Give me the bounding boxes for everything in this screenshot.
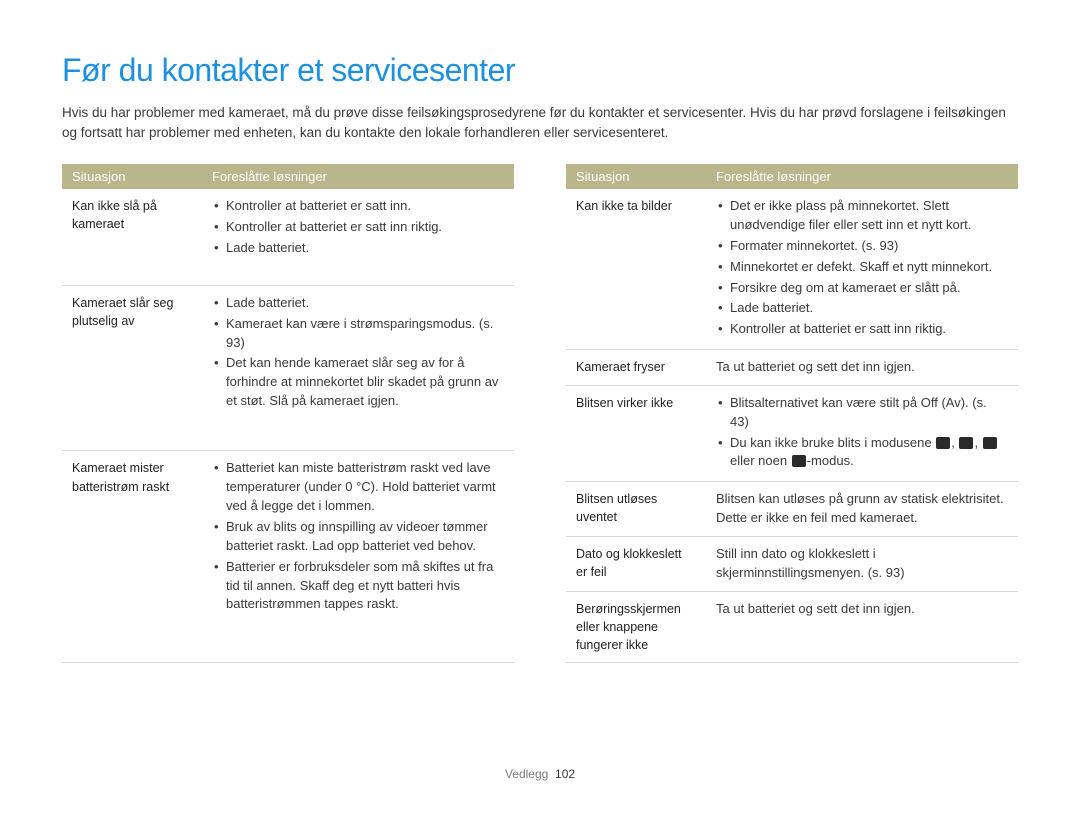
cell-situation: Kameraet fryser [566, 350, 706, 386]
bullet-item: Lade batteriet. [212, 294, 504, 313]
cell-situation: Dato og klokkeslett er feil [566, 536, 706, 591]
bullet-item: Batterier er forbruksdeler som må skifte… [212, 558, 504, 615]
cell-situation: Blitsen virker ikke [566, 385, 706, 481]
cell-solution: Det er ikke plass på minnekortet. Slett … [706, 189, 1018, 349]
table-row: Berøringsskjermen eller knappene fungere… [566, 591, 1018, 662]
cell-solution: Ta ut batteriet og sett det inn igjen. [706, 350, 1018, 386]
cell-solution: Blitsalternativet kan være stilt på Off … [706, 385, 1018, 481]
troubleshoot-table-right: Situasjon Foreslåtte løsninger Kan ikke … [566, 164, 1018, 663]
cell-solution: Lade batteriet. Kameraet kan være i strø… [202, 285, 514, 451]
text-fragment: Du kan ikke bruke blits i modusene [730, 435, 935, 450]
col-header-solutions: Foreslåtte løsninger [202, 164, 514, 189]
text-fragment: eller noen [730, 453, 791, 468]
text-fragment: , [974, 435, 981, 450]
text-fragment: , [951, 435, 958, 450]
cell-situation: Berøringsskjermen eller knappene fungere… [566, 591, 706, 662]
table-row: Blitsen utløses uventet Blitsen kan utlø… [566, 482, 1018, 537]
bullet-item: Lade batteriet. [212, 239, 504, 258]
bullet-item: Forsikre deg om at kameraet er slått på. [716, 279, 1008, 298]
text-fragment: -modus. [807, 453, 854, 468]
mode-icon [959, 437, 973, 449]
cell-solution: Kontroller at batteriet er satt inn. Kon… [202, 189, 514, 285]
tables-container: Situasjon Foreslåtte løsninger Kan ikke … [62, 164, 1018, 663]
table-row: Dato og klokkeslett er feil Still inn da… [566, 536, 1018, 591]
intro-paragraph: Hvis du har problemer med kameraet, må d… [62, 103, 1018, 142]
table-header-row: Situasjon Foreslåtte løsninger [62, 164, 514, 189]
table-row: Kan ikke slå på kameraet Kontroller at b… [62, 189, 514, 285]
table-row: Kameraet slår seg plutselig av Lade batt… [62, 285, 514, 451]
bullet-item: Det er ikke plass på minnekortet. Slett … [716, 197, 1008, 235]
footer-page-number: 102 [555, 767, 575, 781]
bullet-item: Det kan hende kameraet slår seg av for å… [212, 354, 504, 411]
bullet-item: Lade batteriet. [716, 299, 1008, 318]
footer-section: Vedlegg [505, 767, 548, 781]
cell-solution: Still inn dato og klokkeslett i skjermin… [706, 536, 1018, 591]
table-row: Kan ikke ta bilder Det er ikke plass på … [566, 189, 1018, 349]
table-header-row: Situasjon Foreslåtte løsninger [566, 164, 1018, 189]
cell-situation: Kan ikke slå på kameraet [62, 189, 202, 285]
page-content: Før du kontakter et servicesenter Hvis d… [0, 0, 1080, 663]
bullet-item: Formater minnekortet. (s. 93) [716, 237, 1008, 256]
table-row: Blitsen virker ikke Blitsalternativet ka… [566, 385, 1018, 481]
bullet-item: Blitsalternativet kan være stilt på Off … [716, 394, 1008, 432]
col-header-situation: Situasjon [62, 164, 202, 189]
mode-icon [936, 437, 950, 449]
cell-situation: Kameraet mister batteristrøm raskt [62, 451, 202, 663]
cell-solution: Blitsen kan utløses på grunn av statisk … [706, 482, 1018, 537]
bullet-item: Kameraet kan være i strømsparingsmodus. … [212, 315, 504, 353]
col-header-solutions: Foreslåtte løsninger [706, 164, 1018, 189]
mode-icon [792, 455, 806, 467]
mode-icon [983, 437, 997, 449]
troubleshoot-table-left: Situasjon Foreslåtte løsninger Kan ikke … [62, 164, 514, 663]
bullet-item: Batteriet kan miste batteristrøm raskt v… [212, 459, 504, 516]
bullet-item: Bruk av blits og innspilling av videoer … [212, 518, 504, 556]
cell-situation: Kameraet slår seg plutselig av [62, 285, 202, 451]
table-row: Kameraet mister batteristrøm raskt Batte… [62, 451, 514, 663]
cell-situation: Kan ikke ta bilder [566, 189, 706, 349]
cell-solution: Ta ut batteriet og sett det inn igjen. [706, 591, 1018, 662]
cell-solution: Batteriet kan miste batteristrøm raskt v… [202, 451, 514, 663]
bullet-item: Minnekortet er defekt. Skaff et nytt min… [716, 258, 1008, 277]
bullet-item: Kontroller at batteriet er satt inn rikt… [716, 320, 1008, 339]
page-title: Før du kontakter et servicesenter [62, 52, 1018, 89]
bullet-item: Du kan ikke bruke blits i modusene , , e… [716, 434, 1008, 472]
page-footer: Vedlegg 102 [0, 767, 1080, 781]
col-header-situation: Situasjon [566, 164, 706, 189]
table-row: Kameraet fryser Ta ut batteriet og sett … [566, 350, 1018, 386]
bullet-item: Kontroller at batteriet er satt inn. [212, 197, 504, 216]
cell-situation: Blitsen utløses uventet [566, 482, 706, 537]
bullet-item: Kontroller at batteriet er satt inn rikt… [212, 218, 504, 237]
